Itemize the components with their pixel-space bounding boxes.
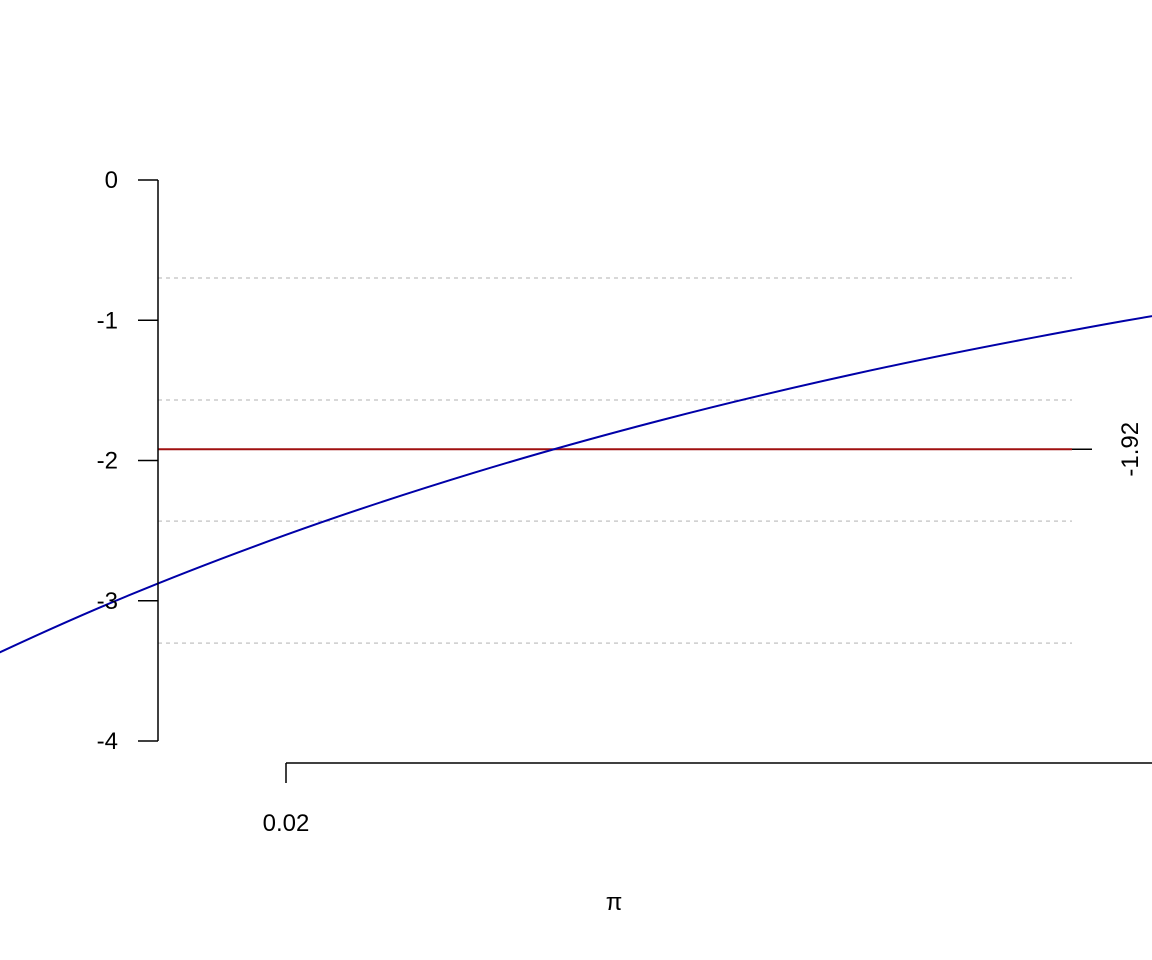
x-axis-label: π [606, 889, 623, 916]
y-tick-label: -4 [97, 728, 118, 755]
y-tick-label: 0 [105, 167, 118, 194]
y-tick-label: -1 [97, 307, 118, 334]
reference-label: -1.92 [1117, 422, 1144, 477]
x-axis: 0.020.040.060.080.10 [263, 762, 1152, 837]
series-line [0, 315, 1152, 654]
x-tick-label: 0.02 [263, 810, 310, 837]
dotted-lines [158, 277, 1072, 644]
y-axis: 0 -1 -2 -3 -4 [97, 167, 159, 755]
y-tick-label: -2 [97, 448, 118, 475]
series-curve [0, 315, 1152, 654]
y-tick-label: -3 [97, 588, 118, 615]
